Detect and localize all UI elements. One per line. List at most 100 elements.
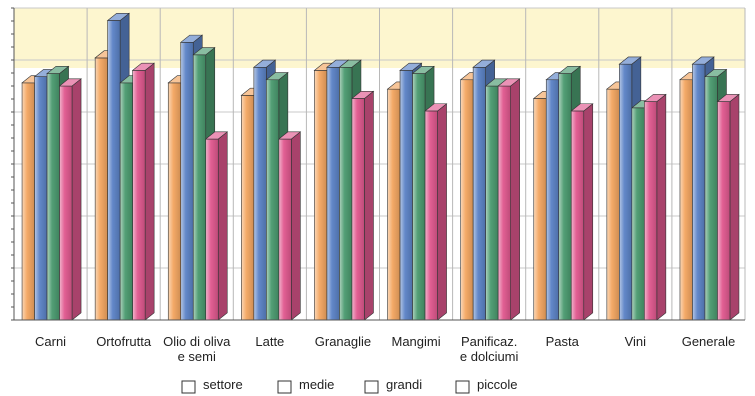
legend-item: grandi (364, 377, 422, 394)
category-label: Carni (35, 334, 66, 349)
bar-side (437, 103, 447, 321)
bar-front (339, 66, 353, 321)
bar-top (716, 94, 740, 102)
bar-top (277, 131, 302, 140)
legend-swatch (277, 380, 292, 394)
bar-top (58, 78, 82, 87)
category-labels: Carni Ortofrutta Olio di oliva e semi Latte G… (35, 334, 735, 364)
category-label-line: Generale (682, 334, 735, 349)
bar-side (583, 103, 594, 321)
bar-front (558, 73, 572, 321)
bar-front (704, 76, 718, 321)
bar-top (351, 90, 375, 99)
category-label: Latte (255, 334, 284, 349)
bar-front (34, 76, 48, 321)
legend-label: medie (299, 377, 334, 392)
bar-front (205, 138, 219, 321)
legend-item: settore (181, 377, 243, 394)
bar-front (132, 70, 146, 321)
bar-front (107, 20, 121, 321)
bar-front (326, 66, 340, 321)
category-label: Granaglie (315, 334, 371, 349)
bar-top (472, 59, 496, 68)
category-label: Generale (682, 334, 735, 349)
bar-front (21, 82, 35, 321)
bar-front (192, 54, 207, 321)
category-label-line: Granaglie (315, 334, 371, 349)
bar-top (704, 69, 728, 77)
bar-front (59, 85, 73, 321)
category-label-line: Latte (255, 334, 284, 349)
bar (204, 131, 229, 321)
legend-label: piccole (477, 377, 517, 392)
legend-swatch (181, 380, 196, 394)
bar-front (351, 98, 365, 321)
bar-front (278, 138, 292, 321)
legend-label: grandi (386, 377, 422, 392)
category-label-line: Mangimi (391, 334, 440, 349)
bar-front (717, 101, 731, 321)
category-label-line: e dolciumi (460, 349, 519, 364)
legend-swatch (455, 380, 470, 394)
bar-top (618, 56, 642, 65)
category-label-line: Carni (35, 334, 66, 349)
category-label: Olio di oliva e semi (163, 334, 231, 364)
bar-top (424, 103, 448, 112)
bar-top (399, 62, 423, 71)
bar-front (46, 73, 60, 321)
legend-item: piccole (455, 377, 517, 394)
category-label: Panificaz. e dolciumi (460, 334, 519, 364)
bar-front (387, 88, 401, 321)
legend-label: settore (203, 377, 243, 392)
bar-front (619, 63, 633, 321)
category-label-line: Olio di oliva (163, 334, 231, 349)
bar-front (692, 63, 706, 321)
bar-top (643, 94, 667, 102)
bar-side (291, 131, 301, 321)
bar-side (144, 62, 155, 321)
bar-top (192, 47, 216, 56)
bar (58, 78, 82, 321)
category-label: Vini (625, 334, 647, 349)
category-label: Ortofrutta (96, 334, 152, 349)
bar-front (94, 57, 108, 321)
category-label: Mangimi (391, 334, 440, 349)
bar-front (497, 85, 511, 321)
bar (424, 103, 448, 321)
bar-top (570, 103, 594, 112)
bar-front (180, 42, 194, 321)
bar-front (644, 101, 658, 321)
bar-front (460, 79, 474, 321)
bar-front (253, 66, 267, 321)
bar-front (570, 110, 585, 321)
bar-front (472, 66, 486, 321)
bar (131, 62, 156, 321)
bar-top (411, 66, 435, 74)
legend-swatch (364, 380, 379, 394)
category-label-line: Pasta (546, 334, 580, 349)
bar (643, 93, 667, 321)
bars (21, 12, 740, 321)
bar-top (265, 72, 289, 81)
bar-side (364, 90, 374, 321)
axes (11, 7, 745, 321)
bar-front (314, 70, 328, 321)
bar-front (119, 82, 133, 321)
bar (277, 131, 302, 321)
bar-front (679, 79, 693, 321)
bar-front (606, 88, 620, 321)
bar-top (497, 78, 521, 87)
bar-front (533, 98, 547, 321)
bar-side (510, 78, 520, 321)
category-label-line: e semi (178, 349, 216, 364)
bar (497, 78, 521, 321)
bar-top (204, 131, 229, 140)
bar-front (545, 79, 560, 321)
bar-top (131, 62, 156, 71)
bar-top (338, 59, 362, 68)
legend: settore medie grandi piccole (181, 377, 517, 394)
bar-side (729, 93, 740, 321)
bar-top (691, 56, 715, 65)
bar-side (656, 93, 667, 321)
